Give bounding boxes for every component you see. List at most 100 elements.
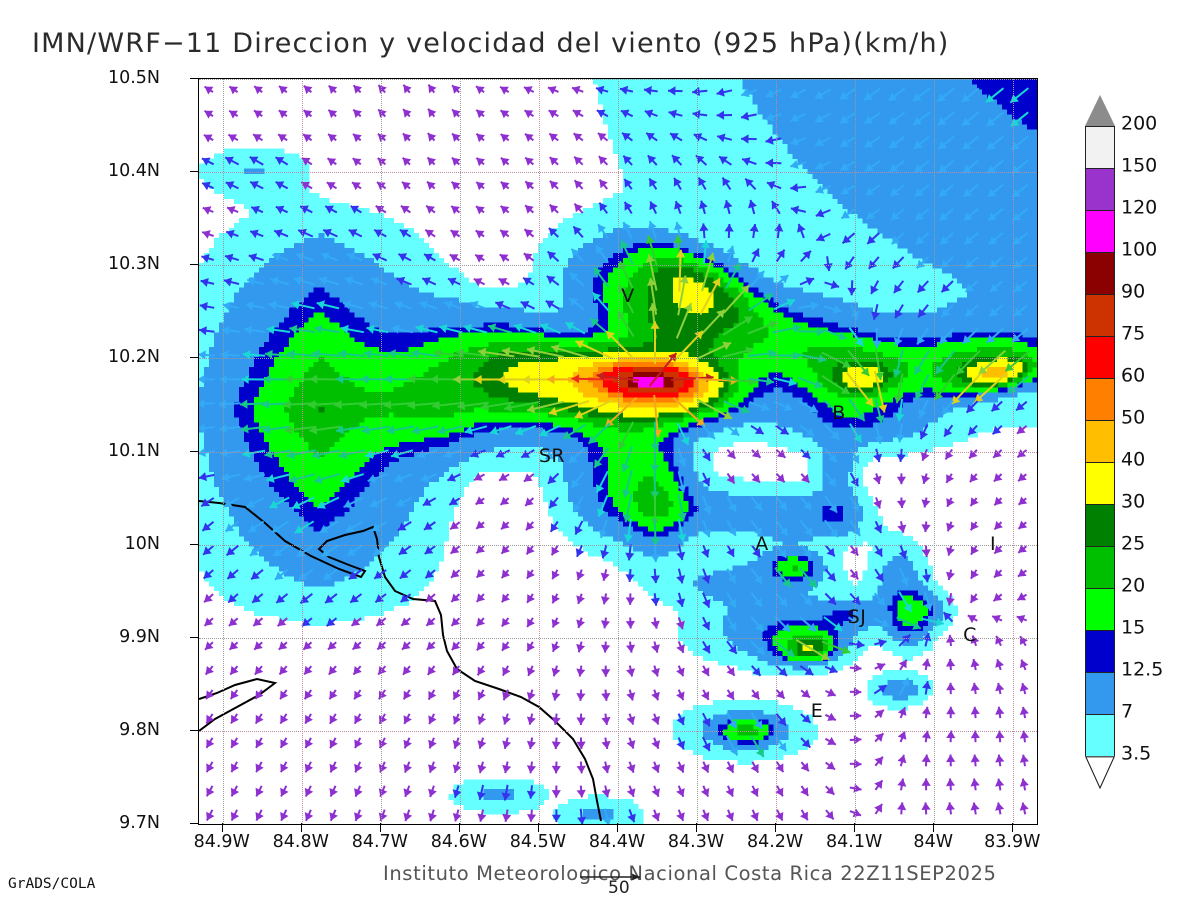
wind-vector-head bbox=[222, 301, 231, 311]
wind-vector-head bbox=[576, 643, 586, 653]
wind-vector-head bbox=[432, 400, 440, 410]
wind-vector-head bbox=[549, 499, 558, 509]
wind-vector-head bbox=[651, 668, 660, 677]
wind-vector-head bbox=[1016, 615, 1026, 624]
wind-vector-head bbox=[596, 109, 606, 118]
wind-vector-head bbox=[206, 787, 215, 797]
wind-vector-head bbox=[407, 374, 416, 384]
colorbar[interactable] bbox=[1085, 95, 1115, 789]
y-axis-tick-label: 9.9N bbox=[119, 626, 160, 647]
wind-vector-head bbox=[453, 374, 461, 384]
colorbar-swatch[interactable] bbox=[1085, 588, 1115, 630]
wind-vector-head bbox=[1019, 730, 1029, 739]
wind-vector-head bbox=[841, 645, 851, 655]
wind-vector-head bbox=[403, 764, 412, 773]
wind-vector-head bbox=[650, 464, 660, 473]
wind-vector-head bbox=[302, 617, 311, 627]
colorbar-swatch[interactable] bbox=[1085, 252, 1115, 294]
wind-vector-head bbox=[622, 222, 631, 231]
speed-contour-band bbox=[283, 257, 1037, 736]
wind-vector-head bbox=[778, 501, 787, 511]
wind-vector-head bbox=[855, 337, 864, 347]
wind-vector-head bbox=[476, 569, 486, 578]
colorbar-swatch[interactable] bbox=[1085, 714, 1115, 756]
colorbar-swatch[interactable] bbox=[1085, 672, 1115, 714]
wind-vector-head bbox=[943, 612, 952, 621]
wind-vector-head bbox=[600, 596, 610, 605]
wind-vector-head bbox=[262, 424, 271, 434]
wind-vector-head bbox=[348, 571, 358, 580]
wind-vector-head bbox=[261, 399, 270, 409]
wind-vector-head bbox=[354, 812, 363, 821]
wind-vector-head bbox=[840, 162, 850, 171]
wind-vector-head bbox=[311, 450, 320, 460]
wind-vector-head bbox=[623, 155, 632, 165]
wind-vector-head bbox=[398, 546, 408, 555]
colorbar-swatch[interactable] bbox=[1085, 420, 1115, 462]
colorbar-swatch[interactable] bbox=[1085, 630, 1115, 672]
wind-vector-head bbox=[252, 594, 261, 603]
colorbar-swatch[interactable] bbox=[1085, 462, 1115, 504]
wind-vector-head bbox=[826, 761, 835, 770]
wind-vector-head bbox=[965, 308, 974, 317]
wind-vector-head bbox=[995, 706, 1005, 715]
wind-vector-head bbox=[860, 367, 870, 376]
map-place-label: B bbox=[832, 402, 846, 424]
wind-vector-head bbox=[625, 620, 635, 629]
wind-vector-head bbox=[921, 706, 931, 715]
y-axis-tick bbox=[190, 823, 199, 824]
wind-vector-head bbox=[676, 667, 685, 677]
wind-vector-head bbox=[778, 597, 788, 607]
wind-vector-head bbox=[804, 526, 813, 536]
wind-vector-head bbox=[428, 715, 437, 725]
wind-vector-head bbox=[917, 335, 926, 345]
colorbar-swatch[interactable] bbox=[1085, 546, 1115, 588]
wind-vector-head bbox=[776, 449, 786, 458]
wind-vector-head bbox=[411, 348, 420, 358]
wind-vector-head bbox=[354, 715, 363, 724]
colorbar-swatch[interactable] bbox=[1085, 504, 1115, 546]
wind-vector-head bbox=[526, 569, 535, 579]
colorbar-swatch[interactable] bbox=[1085, 126, 1115, 168]
wind-vector-head bbox=[264, 349, 273, 359]
wind-vector-head bbox=[856, 639, 865, 649]
wind-vector-head bbox=[825, 786, 835, 795]
wind-vector-head bbox=[451, 569, 460, 578]
gridline-horizontal bbox=[199, 637, 1037, 639]
wind-vector-head bbox=[386, 425, 395, 435]
wind-vector-head bbox=[475, 254, 484, 263]
colorbar-swatch[interactable] bbox=[1085, 294, 1115, 336]
wind-vector-head bbox=[618, 284, 627, 294]
wind-vector-head bbox=[274, 229, 283, 238]
x-axis-tick bbox=[854, 823, 856, 832]
wind-vector-field bbox=[199, 84, 1031, 824]
wind-vector-head bbox=[203, 546, 212, 555]
colorbar-swatch[interactable] bbox=[1085, 168, 1115, 210]
wind-vector-head bbox=[941, 308, 951, 317]
wind-map-plot[interactable]: V SR B A I SJ C E bbox=[198, 78, 1038, 825]
wind-vector-head bbox=[329, 788, 338, 797]
wind-vector-head bbox=[937, 117, 947, 126]
wind-vector-head bbox=[373, 547, 382, 555]
colorbar-swatch[interactable] bbox=[1085, 210, 1115, 252]
wind-vector-head bbox=[205, 666, 214, 675]
wind-vector-head bbox=[451, 641, 461, 651]
wind-vector-head bbox=[643, 86, 652, 96]
wind-vector-head bbox=[571, 479, 580, 488]
wind-vector-head bbox=[199, 399, 205, 409]
wind-vector-head bbox=[231, 714, 239, 724]
colorbar-swatch[interactable] bbox=[1085, 336, 1115, 378]
wind-vector-head bbox=[651, 812, 661, 821]
wind-vector-head bbox=[993, 449, 1002, 458]
wind-vector-head bbox=[692, 109, 701, 119]
wind-vector-head bbox=[596, 484, 605, 493]
wind-vector-head bbox=[476, 520, 485, 529]
wind-vector-head bbox=[741, 111, 750, 121]
colorbar-swatch[interactable] bbox=[1085, 378, 1115, 420]
wind-vector-head bbox=[477, 715, 487, 725]
wind-vector-head bbox=[970, 497, 979, 506]
wind-vector-head bbox=[626, 788, 636, 797]
wind-vector-head bbox=[420, 473, 430, 483]
reference-vector-arrow bbox=[580, 873, 640, 881]
wind-vector-head bbox=[272, 252, 281, 262]
